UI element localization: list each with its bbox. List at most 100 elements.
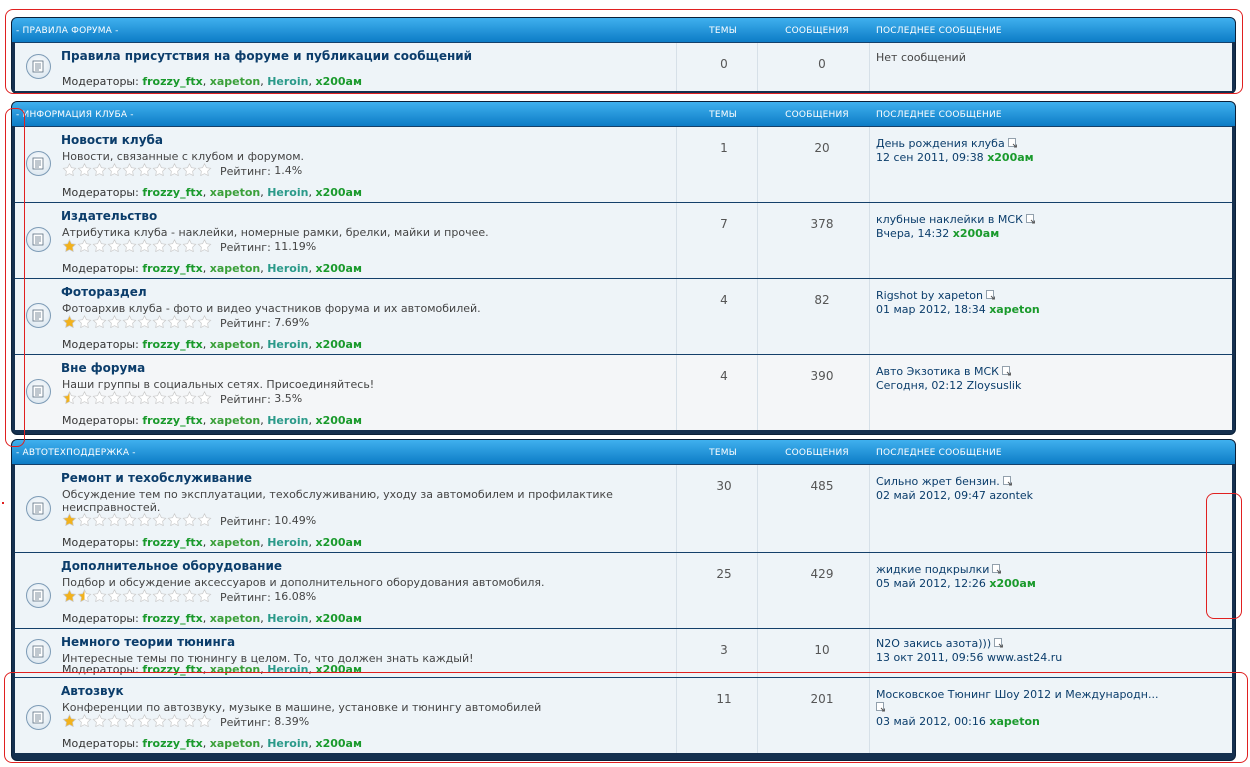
category-title[interactable]: - ИНФОРМАЦИЯ КЛУБА - <box>16 110 134 120</box>
moderator-link[interactable]: x200ам <box>315 737 362 750</box>
moderator-link[interactable]: Heroin <box>267 612 309 625</box>
moderator-link[interactable]: x200ам <box>315 75 362 88</box>
view-latest-post-icon[interactable] <box>992 563 1002 577</box>
last-post-link[interactable]: Rigshot by xapeton <box>876 289 983 302</box>
star-icon[interactable] <box>107 391 122 405</box>
star-icon[interactable] <box>62 239 77 253</box>
forum-title-link[interactable]: Вне форума <box>61 361 146 375</box>
star-icon[interactable] <box>182 391 197 405</box>
moderator-link[interactable]: frozzy_ftx <box>142 536 203 549</box>
last-post-author[interactable]: x200ам <box>987 150 1034 164</box>
star-icon[interactable] <box>182 315 197 329</box>
star-icon[interactable] <box>122 391 137 405</box>
star-icon[interactable] <box>122 239 137 253</box>
star-icon[interactable] <box>107 239 122 253</box>
moderator-link[interactable]: Heroin <box>267 186 309 199</box>
view-latest-post-icon[interactable] <box>986 289 996 303</box>
moderator-link[interactable]: xapeton <box>209 612 261 625</box>
star-icon[interactable] <box>137 239 152 253</box>
last-post-link[interactable]: Московское Тюнинг Шоу 2012 и Международн… <box>876 688 1159 701</box>
star-icon[interactable] <box>167 239 182 253</box>
forum-title-link[interactable]: Дополнительное оборудование <box>61 559 283 573</box>
star-icon[interactable] <box>137 513 152 527</box>
last-post-author[interactable]: Zloysuslik <box>966 378 1022 392</box>
star-icon[interactable] <box>152 239 167 253</box>
moderator-link[interactable]: xapeton <box>209 75 261 88</box>
star-icon[interactable] <box>122 589 137 603</box>
last-post-link[interactable]: День рождения клуба <box>876 137 1005 150</box>
rating-stars[interactable] <box>62 391 212 407</box>
star-icon[interactable] <box>62 589 77 603</box>
star-icon[interactable] <box>122 513 137 527</box>
category-title[interactable]: - АВТОТЕХПОДДЕРЖКА - <box>16 448 136 458</box>
moderator-link[interactable]: x200ам <box>315 186 362 199</box>
star-icon[interactable] <box>152 163 167 177</box>
moderator-link[interactable]: Heroin <box>267 737 309 750</box>
last-post-link[interactable]: Сильно жрет бензин. <box>876 475 1000 488</box>
star-icon[interactable] <box>62 391 77 405</box>
star-icon[interactable] <box>77 239 92 253</box>
star-icon[interactable] <box>167 315 182 329</box>
star-icon[interactable] <box>107 589 122 603</box>
star-icon[interactable] <box>107 513 122 527</box>
forum-title-link[interactable]: Новости клуба <box>61 133 164 147</box>
star-icon[interactable] <box>152 589 167 603</box>
star-icon[interactable] <box>152 391 167 405</box>
moderator-link[interactable]: Heroin <box>267 663 309 676</box>
moderator-link[interactable]: x200ам <box>315 414 362 427</box>
star-icon[interactable] <box>182 714 197 728</box>
star-icon[interactable] <box>167 163 182 177</box>
star-icon[interactable] <box>182 239 197 253</box>
moderator-link[interactable]: x200ам <box>315 262 362 275</box>
moderator-link[interactable]: Heroin <box>267 536 309 549</box>
last-post-author[interactable]: www.ast24.ru <box>986 650 1063 664</box>
moderator-link[interactable]: frozzy_ftx <box>142 338 203 351</box>
last-post-author[interactable]: x200ам <box>989 576 1036 590</box>
moderator-link[interactable]: frozzy_ftx <box>142 186 203 199</box>
star-icon[interactable] <box>122 163 137 177</box>
moderator-link[interactable]: Heroin <box>267 338 309 351</box>
star-icon[interactable] <box>107 163 122 177</box>
category-title[interactable]: - ПРАВИЛА ФОРУМА - <box>16 26 119 36</box>
star-icon[interactable] <box>197 163 212 177</box>
moderator-link[interactable]: frozzy_ftx <box>142 75 203 88</box>
last-post-link[interactable]: жидкие подкрылки <box>876 563 990 576</box>
star-icon[interactable] <box>197 239 212 253</box>
last-post-author[interactable]: xapeton <box>989 714 1040 728</box>
last-post-author[interactable]: x200ам <box>952 226 1000 240</box>
forum-title-link[interactable]: Ремонт и техобслуживание <box>61 471 253 485</box>
rating-stars[interactable] <box>62 589 212 605</box>
star-icon[interactable] <box>167 589 182 603</box>
star-icon[interactable] <box>182 589 197 603</box>
star-icon[interactable] <box>197 513 212 527</box>
moderator-link[interactable]: xapeton <box>209 414 261 427</box>
moderator-link[interactable]: Heroin <box>267 262 309 275</box>
view-latest-post-icon[interactable] <box>876 701 886 715</box>
star-icon[interactable] <box>197 714 212 728</box>
forum-title-link[interactable]: Немного теории тюнинга <box>61 635 236 649</box>
star-icon[interactable] <box>167 513 182 527</box>
moderator-link[interactable]: xapeton <box>209 536 261 549</box>
last-post-link[interactable]: N2O закись азота))) <box>876 637 992 650</box>
star-icon[interactable] <box>152 315 167 329</box>
moderator-link[interactable]: xapeton <box>209 186 261 199</box>
rating-stars[interactable] <box>62 714 212 730</box>
last-post-author[interactable]: xapeton <box>989 302 1040 316</box>
forum-title-link[interactable]: Автозвук <box>61 684 124 698</box>
star-icon[interactable] <box>107 315 122 329</box>
star-icon[interactable] <box>137 315 152 329</box>
star-icon[interactable] <box>122 315 137 329</box>
star-icon[interactable] <box>197 315 212 329</box>
star-icon[interactable] <box>152 714 167 728</box>
view-latest-post-icon[interactable] <box>1007 137 1018 151</box>
rating-stars[interactable] <box>62 239 212 255</box>
moderator-link[interactable]: frozzy_ftx <box>142 414 203 427</box>
star-icon[interactable] <box>137 391 152 405</box>
star-icon[interactable] <box>197 589 212 603</box>
moderator-link[interactable]: frozzy_ftx <box>142 663 203 676</box>
star-icon[interactable] <box>182 163 197 177</box>
star-icon[interactable] <box>137 589 152 603</box>
star-icon[interactable] <box>152 513 167 527</box>
moderator-link[interactable]: x200ам <box>315 338 362 351</box>
forum-title-link[interactable]: Правила присутствия на форуме и публикац… <box>61 49 473 63</box>
